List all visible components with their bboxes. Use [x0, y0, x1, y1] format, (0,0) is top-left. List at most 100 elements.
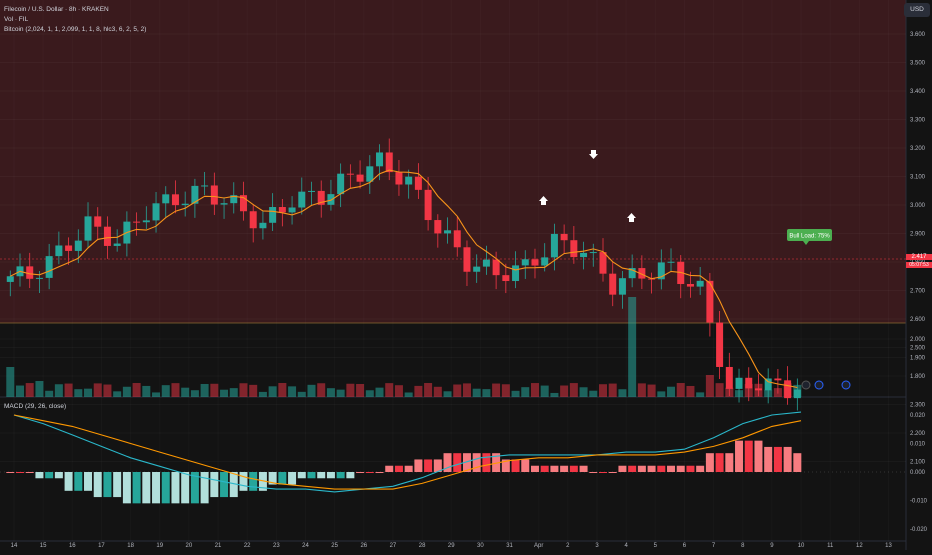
macd-histogram-bar: [608, 472, 617, 473]
volume-bar: [647, 384, 656, 397]
candle-body: [220, 203, 228, 205]
candle-body: [784, 380, 792, 399]
candle-body: [492, 259, 500, 276]
macd-histogram-bar: [336, 472, 345, 479]
event-flag-icon[interactable]: [801, 380, 811, 390]
volume-bar: [25, 383, 34, 397]
macd-histogram-bar: [220, 472, 229, 498]
volume-bar: [268, 386, 277, 397]
chart-legend: Filecoin / U.S. Dollar · 8h · KRAKEN Vol…: [4, 5, 146, 35]
candle-body: [405, 176, 413, 185]
candle-body: [171, 194, 179, 206]
indicator-legend[interactable]: Bitcoin (2,024, 1, 1, 2,099, 1, 1, 8, hl…: [4, 26, 147, 33]
candle-body: [327, 194, 335, 205]
macd-histogram-bar: [530, 465, 539, 472]
candle-body: [201, 185, 209, 187]
volume-legend[interactable]: Vol · FIL: [4, 16, 29, 23]
currency-button[interactable]: USD: [904, 3, 930, 17]
candle-body: [512, 265, 520, 282]
event-flag-icon[interactable]: [814, 380, 824, 390]
macd-histogram-bar: [161, 472, 170, 504]
macd-histogram-bar: [317, 472, 326, 479]
volume-bar: [482, 389, 491, 397]
candle-body: [531, 259, 539, 266]
candle-body: [686, 284, 694, 287]
macd-histogram-bar: [433, 459, 442, 472]
macd-histogram-bar: [113, 472, 122, 498]
macd-line: [13, 411, 802, 493]
time-tick-label: 18: [127, 543, 134, 549]
time-tick-label: 22: [244, 543, 251, 549]
price-tick-label: 2.600: [910, 317, 926, 323]
price-tick-label: 3.300: [910, 118, 926, 124]
macd-tick-label: 0.010: [910, 442, 926, 448]
volume-bar: [472, 388, 481, 397]
macd-histogram-bar: [365, 472, 374, 473]
time-tick-label: 31: [506, 543, 513, 549]
candle-body: [764, 378, 772, 391]
price-tick-label: 2.000: [910, 337, 926, 343]
candle-body: [434, 220, 442, 234]
macd-histogram-bar: [521, 459, 530, 472]
price-tick-label: 2.500: [910, 346, 926, 352]
macd-legend[interactable]: MACD (29, 26, close): [4, 403, 67, 410]
macd-histogram-bar: [93, 472, 102, 498]
macd-histogram-bar: [210, 472, 219, 498]
macd-histogram-bar: [705, 453, 714, 472]
candle-body: [725, 366, 733, 389]
volume-bar: [6, 367, 15, 397]
time-tick-label: 10: [798, 543, 805, 549]
macd-histogram-bar: [657, 465, 666, 472]
macd-histogram-bar: [404, 465, 413, 472]
buy-marker-icon: [539, 196, 548, 205]
candle-body: [609, 273, 617, 295]
candle-body: [55, 245, 63, 257]
volume-bar: [74, 389, 83, 397]
candle-body: [706, 280, 714, 323]
macd-histogram-bar: [132, 472, 141, 504]
volume-bar: [64, 383, 73, 397]
candle-body: [414, 176, 422, 190]
countdown-tag: 05:07:53: [906, 262, 932, 268]
macd-histogram-bar: [297, 472, 306, 479]
volume-bar: [657, 391, 666, 397]
time-tick-label: 26: [360, 543, 367, 549]
time-tick-label: 20: [186, 543, 193, 549]
volume-bar: [132, 383, 141, 397]
candle-body: [502, 275, 510, 282]
candle-body: [269, 207, 277, 223]
macd-histogram-bar: [783, 446, 792, 472]
candle-body: [103, 226, 111, 246]
volume-bar: [103, 384, 112, 397]
macd-histogram-bar: [346, 472, 355, 479]
macd-histogram-bar: [686, 465, 695, 472]
price-tick-label: 3.500: [910, 61, 926, 67]
symbol-title[interactable]: Filecoin / U.S. Dollar · 8h · KRAKEN: [4, 6, 109, 13]
event-flag-icon[interactable]: [841, 380, 851, 390]
candle-body: [6, 276, 14, 282]
time-tick-label: 8: [741, 543, 745, 549]
candle-body: [288, 207, 296, 213]
macd-histogram-bar: [375, 472, 384, 473]
volume-bar: [122, 386, 131, 397]
candle-body: [94, 216, 102, 227]
candle-body: [754, 388, 762, 391]
candle-body: [745, 377, 753, 389]
volume-bar: [521, 387, 530, 397]
volume-bar: [317, 383, 326, 397]
volume-bar: [462, 383, 471, 397]
time-tick-label: 15: [40, 543, 47, 549]
candle-body: [133, 221, 141, 223]
time-tick-label: 21: [215, 543, 222, 549]
candle-body: [142, 220, 150, 223]
volume-bar: [628, 297, 637, 397]
price-tick-label: 1.800: [910, 374, 926, 380]
price-tick-label: 2.700: [910, 289, 926, 295]
volume-bar: [365, 390, 374, 397]
price-tick-label: 2.200: [910, 431, 926, 437]
volume-bar: [667, 386, 676, 397]
time-tick-label: 2: [566, 543, 570, 549]
time-tick-label: 14: [11, 543, 18, 549]
